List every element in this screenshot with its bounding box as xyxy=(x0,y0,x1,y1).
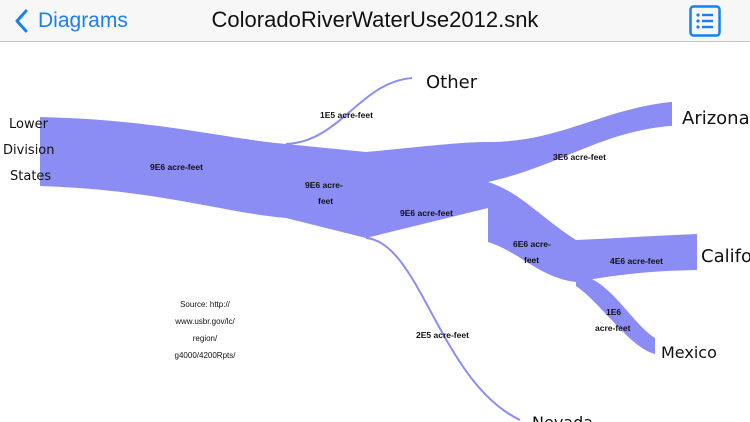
source-line-2: www.usbr.gov/lc/ xyxy=(175,317,235,326)
source-line-3: region/ xyxy=(192,334,218,343)
flow-label-junction2-a: 6E6 acre- xyxy=(513,239,551,249)
chevron-left-icon xyxy=(15,9,28,33)
source-line-1: Source: http:// xyxy=(180,300,230,309)
flow-label-lower: 9E6 acre-feet xyxy=(150,162,203,172)
node-junction-1 xyxy=(286,144,366,238)
diagram-canvas[interactable]: Lower Division States Other Arizona Cali… xyxy=(0,42,750,422)
flow-lower-division xyxy=(40,117,286,218)
flow-label-nevada: 2E5 acre-feet xyxy=(416,330,469,340)
flow-label-main: 9E6 acre-feet xyxy=(400,208,453,218)
source-note: Source: http:// www.usbr.gov/lc/ region/… xyxy=(160,296,250,364)
flow-label-junction2-b: feet xyxy=(524,255,540,265)
node-label-lower-3: States xyxy=(10,169,52,184)
back-button[interactable]: Diagrams xyxy=(14,4,128,38)
node-label-arizona: Arizona xyxy=(682,108,750,129)
node-label-other: Other xyxy=(426,72,478,93)
node-label-lower-2: Division xyxy=(3,143,55,158)
document-title: ColoradoRiverWaterUse2012.snk xyxy=(211,7,539,32)
flow-label-arizona: 3E6 acre-feet xyxy=(553,152,606,162)
flow-junction-2 xyxy=(488,182,576,282)
source-line-4: g4000/4200Rpts/ xyxy=(174,351,236,360)
flow-mexico xyxy=(576,274,655,354)
flow-label-junction1-b: feet xyxy=(318,196,334,206)
node-arizona xyxy=(670,102,672,126)
navigation-bar: Diagrams ColoradoRiverWaterUse2012.snk xyxy=(0,0,750,42)
list-menu-button[interactable] xyxy=(689,5,721,37)
flow-label-mexico-b: acre-feet xyxy=(595,323,631,333)
flow-label-junction1-a: 9E6 acre- xyxy=(305,180,343,190)
flow-label-california: 4E6 acre-feet xyxy=(610,256,663,266)
node-label-lower-1: Lower xyxy=(9,117,48,132)
node-label-california: Califor xyxy=(701,246,750,267)
back-label: Diagrams xyxy=(38,9,128,32)
flow-nevada xyxy=(365,237,521,421)
flow-arizona xyxy=(488,102,670,182)
flow-california xyxy=(576,234,697,282)
flow-label-other: 1E5 acre-feet xyxy=(320,110,373,120)
flow-main-body xyxy=(366,142,488,238)
node-label-nevada: Nevada xyxy=(532,413,593,422)
flow-label-mexico-a: 1E6 xyxy=(606,307,622,317)
node-label-mexico: Mexico xyxy=(661,343,717,362)
list-icon xyxy=(689,5,721,37)
flow-other xyxy=(285,77,413,145)
sankey-diagram xyxy=(40,77,697,421)
